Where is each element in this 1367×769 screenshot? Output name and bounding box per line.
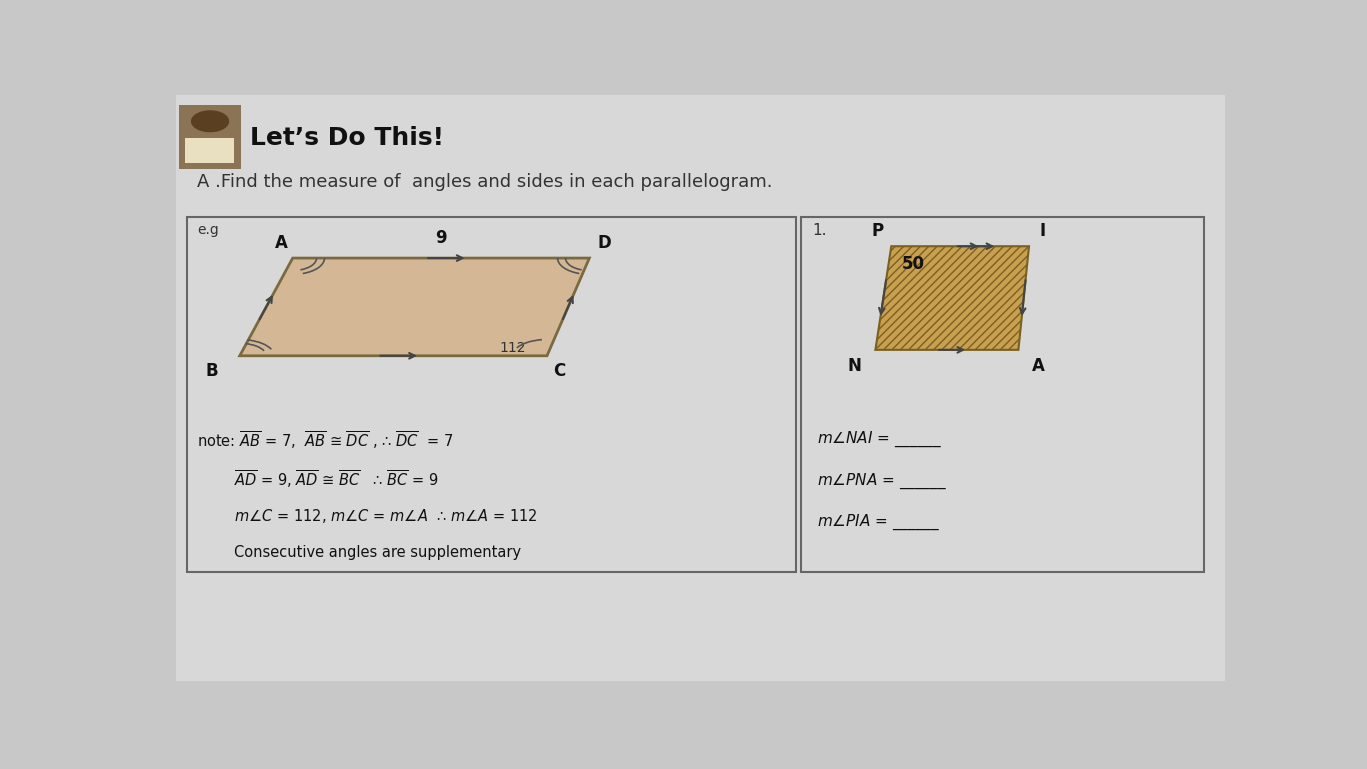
- Text: $\overline{AD}$ = 9, $\overline{AD}$ ≅ $\overline{BC}$   ∴ $\overline{BC}$ = 9: $\overline{AD}$ = 9, $\overline{AD}$ ≅ $…: [197, 468, 439, 490]
- Text: Consecutive angles are supplementary: Consecutive angles are supplementary: [197, 545, 521, 561]
- Polygon shape: [239, 258, 589, 356]
- FancyBboxPatch shape: [185, 138, 234, 163]
- Text: A .Find the measure of  angles and sides in each parallelogram.: A .Find the measure of angles and sides …: [197, 173, 772, 191]
- Text: e.g: e.g: [197, 222, 219, 237]
- Text: $m\angle NAI$ = ______: $m\angle NAI$ = ______: [817, 430, 942, 449]
- Polygon shape: [875, 246, 1029, 350]
- Text: I: I: [1039, 222, 1046, 240]
- FancyBboxPatch shape: [176, 95, 1225, 681]
- Text: A: A: [1032, 357, 1044, 375]
- Text: $m\angle PIA$ = ______: $m\angle PIA$ = ______: [817, 513, 940, 532]
- Text: A: A: [275, 234, 287, 252]
- Text: C: C: [554, 361, 566, 380]
- Text: N: N: [848, 357, 861, 375]
- Text: note: $\overline{AB}$ = 7,  $\overline{AB}$ ≅ $\overline{DC}$ , ∴ $\overline{DC}: note: $\overline{AB}$ = 7, $\overline{AB…: [197, 430, 454, 451]
- Text: $m\angle PNA$ = ______: $m\angle PNA$ = ______: [817, 471, 947, 491]
- Text: D: D: [597, 234, 611, 252]
- Text: 9: 9: [435, 229, 447, 248]
- Text: 1.: 1.: [812, 222, 826, 238]
- Text: Let’s Do This!: Let’s Do This!: [250, 126, 444, 151]
- Text: 112: 112: [499, 341, 526, 355]
- FancyBboxPatch shape: [801, 217, 1204, 572]
- Circle shape: [191, 111, 228, 131]
- Text: B: B: [206, 361, 219, 380]
- Text: P: P: [872, 222, 884, 240]
- FancyBboxPatch shape: [187, 217, 796, 572]
- FancyBboxPatch shape: [179, 105, 241, 169]
- Text: 50: 50: [902, 255, 925, 273]
- Text: $m\angle C$ = 112, $m\angle C$ = $m\angle A$  ∴ $m\angle A$ = 112: $m\angle C$ = 112, $m\angle C$ = $m\angl…: [197, 507, 539, 524]
